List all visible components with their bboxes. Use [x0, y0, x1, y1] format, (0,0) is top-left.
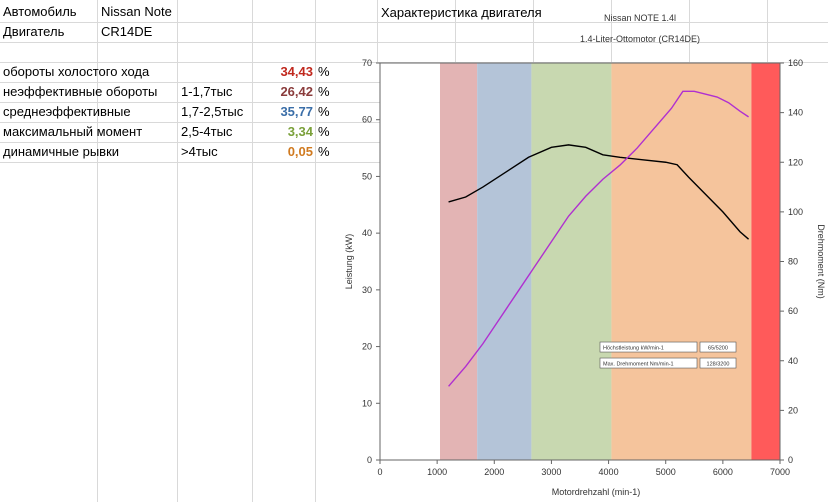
x-tick-label: 4000: [599, 467, 619, 477]
y2-tick-label: 140: [788, 108, 803, 118]
row-value[interactable]: 34,43: [280, 64, 313, 79]
row-unit[interactable]: %: [318, 144, 330, 159]
x-tick-label: 2000: [484, 467, 504, 477]
y2-tick-label: 60: [788, 306, 798, 316]
y-axis-label: Leistung (kW): [344, 234, 354, 290]
y-tick-label: 40: [362, 228, 372, 238]
series-line: [448, 90, 749, 387]
annotation-value: 65/5200: [708, 346, 728, 352]
x-tick-label: 3000: [541, 467, 561, 477]
row-range[interactable]: >4тыс: [181, 144, 218, 159]
rpm-band: [611, 63, 752, 460]
y2-tick-label: 0: [788, 455, 793, 465]
chart-title: Nissan NOTE 1.4l: [604, 13, 676, 23]
annotation-label: Max. Drehmoment Nm/min-1: [603, 362, 674, 368]
y-tick-label: 70: [362, 58, 372, 68]
y2-tick-label: 100: [788, 207, 803, 217]
rpm-band: [440, 63, 478, 460]
row-value[interactable]: 26,42: [280, 84, 313, 99]
y2-tick-label: 40: [788, 356, 798, 366]
x-tick-label: 0: [377, 467, 382, 477]
rpm-band: [531, 63, 612, 460]
row-unit[interactable]: %: [318, 104, 330, 119]
car-value[interactable]: Nissan Note: [101, 4, 172, 19]
chart-subtitle: 1.4-Liter-Ottomotor (CR14DE): [580, 34, 700, 44]
row-range[interactable]: 1-1,7тыс: [181, 84, 233, 99]
annotation-value-box: [699, 357, 737, 369]
row-label[interactable]: среднеэффективные: [3, 104, 131, 119]
engine-value[interactable]: CR14DE: [101, 24, 153, 39]
y2-tick-label: 160: [788, 58, 803, 68]
x-tick-label: 6000: [713, 467, 733, 477]
row-range[interactable]: 1,7-2,5тыс: [181, 104, 244, 119]
y2-tick-label: 80: [788, 257, 798, 267]
rpm-band: [477, 63, 532, 460]
y-tick-label: 30: [362, 285, 372, 295]
x-tick-label: 7000: [770, 467, 790, 477]
row-value[interactable]: 35,77: [280, 104, 313, 119]
row-label[interactable]: обороты холостого хода: [3, 64, 150, 79]
row-label[interactable]: максимальный момент: [3, 124, 143, 139]
row-value[interactable]: 3,34: [287, 124, 313, 139]
engine-label[interactable]: Двигатель: [3, 24, 65, 39]
x-axis-label: Motordrehzahl (min-1): [552, 487, 641, 497]
row-label[interactable]: неэффективные обороты: [3, 84, 158, 99]
y-tick-label: 10: [362, 398, 372, 408]
annotation-value: 128/3200: [707, 362, 730, 368]
row-value[interactable]: 0,05: [287, 144, 313, 159]
y-tick-label: 0: [367, 455, 372, 465]
y2-tick-label: 120: [788, 157, 803, 167]
series-line: [448, 144, 750, 240]
row-unit[interactable]: %: [318, 124, 330, 139]
x-tick-label: 1000: [427, 467, 447, 477]
x-tick-label: 5000: [656, 467, 676, 477]
y2-tick-label: 20: [788, 405, 798, 415]
annotation-label: Höchstleistung kW/min-1: [603, 346, 664, 352]
annotation-label-box: [599, 341, 698, 353]
annotation-value-box: [699, 341, 737, 353]
y-tick-label: 50: [362, 171, 372, 181]
y-tick-label: 60: [362, 115, 372, 125]
row-range[interactable]: 2,5-4тыс: [181, 124, 233, 139]
chart-heading[interactable]: Характеристика двигателя: [381, 5, 542, 20]
row-unit[interactable]: %: [318, 64, 330, 79]
car-label[interactable]: Автомобиль: [3, 4, 77, 19]
row-label[interactable]: динамичные рывки: [3, 144, 120, 159]
annotation-label-box: [599, 357, 698, 369]
y2-axis-label: Drehmoment (Nm): [816, 224, 826, 299]
row-unit[interactable]: %: [318, 84, 330, 99]
y-tick-label: 20: [362, 342, 372, 352]
rpm-band: [751, 63, 780, 460]
